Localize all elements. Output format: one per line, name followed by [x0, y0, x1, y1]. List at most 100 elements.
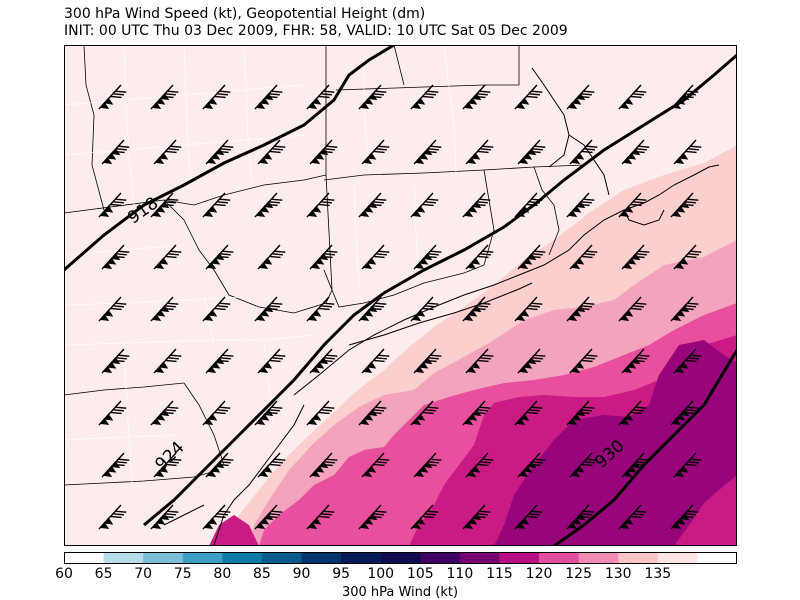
wind-barb: [358, 192, 387, 218]
wind-barb: [462, 504, 491, 530]
colorbar-swatch: [499, 552, 540, 564]
wind-barb: [361, 244, 390, 270]
wind-barb: [621, 139, 650, 165]
wind-barb: [618, 192, 647, 218]
wind-barb: [254, 296, 283, 322]
wind-barb: [153, 348, 182, 374]
wind-barbs: [98, 84, 702, 530]
wind-barb: [150, 296, 179, 322]
wind-barb: [618, 400, 647, 426]
wind-barb: [517, 348, 546, 374]
colorbar-swatch: [301, 552, 342, 564]
chart-subtitle: INIT: 00 UTC Thu 03 Dec 2009, FHR: 58, V…: [64, 23, 568, 39]
wind-barb: [465, 139, 494, 165]
wind-barb: [673, 244, 702, 270]
wind-barb: [670, 504, 699, 530]
wind-barb: [254, 192, 283, 218]
wind-barb: [150, 400, 179, 426]
colorbar-tick-label: 70: [134, 566, 153, 582]
wind-barb: [413, 348, 442, 374]
colorbar-tick-label: 115: [486, 566, 513, 582]
colorbar-tick-label: 80: [213, 566, 232, 582]
colorbar-swatch: [420, 552, 461, 564]
wind-barb: [98, 400, 127, 426]
wind-barb: [309, 139, 338, 165]
wind-barb: [410, 400, 439, 426]
wind-barb: [202, 84, 231, 110]
wind-barb: [205, 452, 234, 478]
wind-barb: [309, 348, 338, 374]
wind-barb: [309, 452, 338, 478]
colorbar-frame: [64, 552, 737, 564]
wind-barb: [566, 504, 595, 530]
weather-map: 918 924 930: [64, 45, 737, 546]
wind-barb: [98, 192, 127, 218]
wind-barb: [306, 504, 335, 530]
wind-barb: [358, 504, 387, 530]
wind-barb: [410, 504, 439, 530]
wind-barb: [514, 192, 543, 218]
wind-barb: [462, 400, 491, 426]
wind-barb: [101, 244, 130, 270]
wind-barb: [465, 244, 494, 270]
wind-barb: [618, 296, 647, 322]
wind-barb: [670, 296, 699, 322]
wind-barb: [410, 296, 439, 322]
colorbar-swatch: [182, 552, 223, 564]
colorbar-tick-label: 100: [367, 566, 395, 582]
colorbar-swatch: [697, 552, 737, 564]
wind-barb: [462, 84, 491, 110]
wind-barb: [358, 84, 387, 110]
colorbar-tick-label: 85: [253, 566, 271, 582]
wind-barb: [566, 296, 595, 322]
wind-barb: [410, 192, 439, 218]
wind-barb: [514, 400, 543, 426]
wind-barb: [413, 139, 442, 165]
wind-barb: [257, 139, 286, 165]
wind-barb: [150, 192, 179, 218]
wind-barb: [98, 504, 127, 530]
wind-barb: [621, 244, 650, 270]
wind-barb: [673, 348, 702, 374]
colorbar-swatch: [143, 552, 184, 564]
wind-barb: [566, 192, 595, 218]
colorbar-tick-label: 75: [173, 566, 192, 582]
map-frame: [64, 45, 737, 546]
wind-barb: [517, 452, 546, 478]
colorbar-swatch: [578, 552, 619, 564]
wind-barb: [465, 348, 494, 374]
wind-barb: [569, 452, 598, 478]
colorbar-tick-label: 105: [406, 566, 434, 582]
wind-barb: [361, 452, 390, 478]
colorbar-tick-label: 95: [332, 566, 351, 582]
wind-barb: [621, 348, 650, 374]
wind-barb: [98, 84, 127, 110]
wind-barb: [410, 84, 439, 110]
wind-fill-105kt-sw: [209, 515, 259, 546]
chart-title: 300 hPa Wind Speed (kt), Geopotential He…: [64, 6, 426, 22]
wind-barb: [569, 348, 598, 374]
wind-barb: [202, 400, 231, 426]
colorbar-swatch: [261, 552, 303, 564]
wind-barb: [517, 139, 546, 165]
colorbar-swatch: [222, 552, 263, 564]
wind-barb: [254, 504, 283, 530]
wind-barb: [202, 504, 231, 530]
wind-barb: [101, 452, 130, 478]
colorbar-tick-label: 65: [94, 566, 113, 582]
wind-barb: [673, 452, 702, 478]
wind-barb: [153, 139, 182, 165]
wind-barb: [618, 504, 647, 530]
wind-barb: [153, 244, 182, 270]
wind-barb: [306, 192, 335, 218]
wind-barb: [205, 348, 234, 374]
wind-barb: [254, 84, 283, 110]
wind-barb: [566, 400, 595, 426]
colorbar-tick-label: 125: [565, 566, 593, 582]
wind-barb: [150, 504, 179, 530]
wind-barb: [358, 296, 387, 322]
wind-barb: [566, 84, 595, 110]
colorbar-swatch: [380, 552, 421, 564]
colorbar-tick-label: 110: [446, 566, 474, 582]
colorbar-swatch: [64, 552, 105, 564]
